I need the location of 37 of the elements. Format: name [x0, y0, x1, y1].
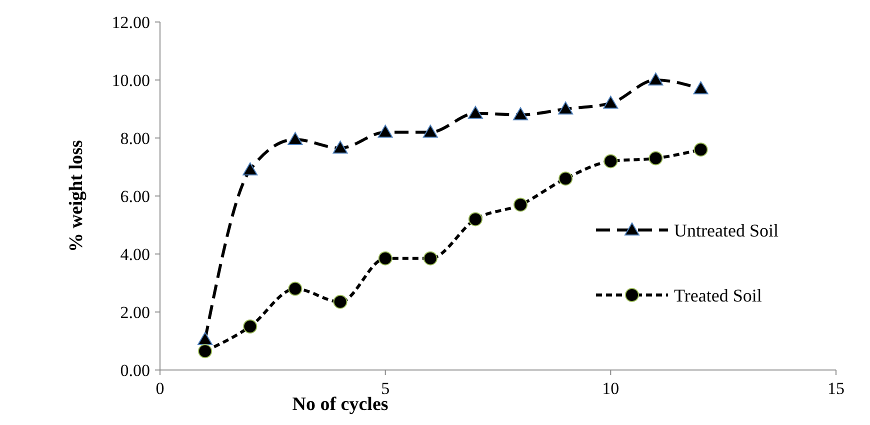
point: [648, 151, 663, 166]
y-tick-label: 8.00: [120, 128, 150, 148]
point: [468, 212, 482, 226]
point: [603, 96, 618, 109]
y-tick-label: 2.00: [120, 302, 150, 322]
point: [514, 198, 528, 212]
y-tick-label: 0.00: [120, 360, 150, 380]
point: [378, 124, 393, 138]
point: [378, 251, 392, 266]
point: [288, 132, 303, 145]
point: [243, 320, 258, 334]
y-tick-label: 4.00: [120, 244, 150, 264]
point: [648, 72, 664, 86]
point: [694, 142, 708, 157]
x-tick-label: 15: [828, 379, 844, 398]
y-axis-title: % weight loss: [66, 140, 87, 252]
point: [333, 294, 348, 309]
point: [468, 106, 483, 119]
point: [558, 102, 574, 114]
point: [198, 344, 212, 358]
point: [693, 81, 708, 94]
y-tick-label: 6.00: [120, 186, 150, 206]
point: [332, 140, 348, 154]
point: [513, 107, 528, 120]
legend-label: Treated Soil: [674, 285, 762, 306]
point: [422, 124, 438, 138]
point: [558, 172, 573, 186]
y-tick-label: 12.00: [112, 12, 150, 32]
y-tick-label: 10.00: [112, 70, 150, 90]
point: [423, 251, 438, 266]
x-tick-label: 10: [602, 379, 620, 398]
point: [242, 162, 258, 176]
point: [604, 154, 618, 168]
legend-label: Untreated Soil: [674, 220, 778, 240]
point: [288, 282, 302, 296]
point: [198, 332, 213, 346]
x-tick-label: 0: [156, 379, 164, 398]
